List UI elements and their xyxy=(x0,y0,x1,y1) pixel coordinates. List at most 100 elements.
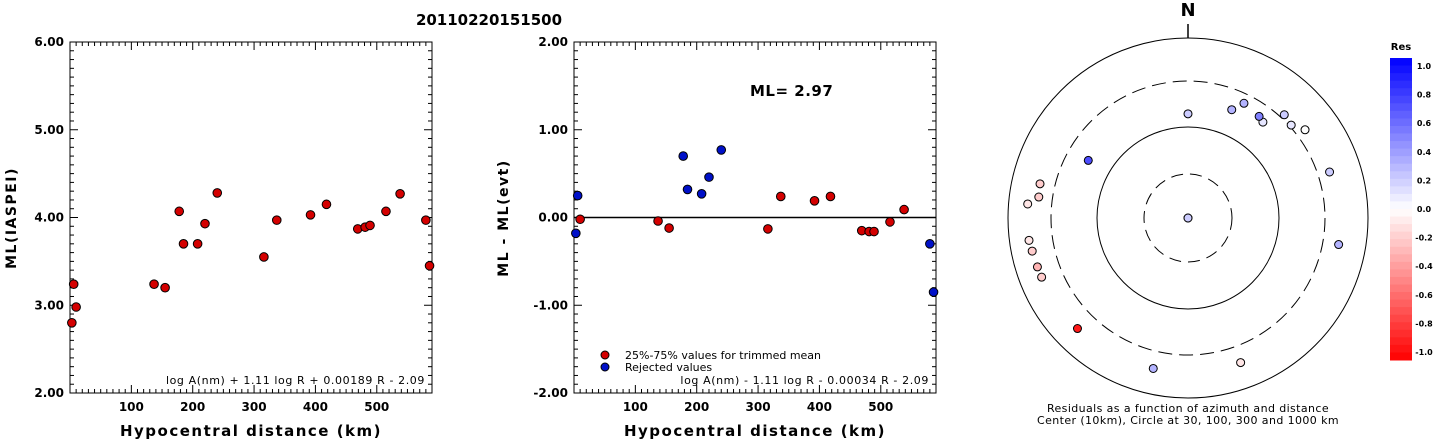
colorbar-segment xyxy=(1390,103,1412,112)
colorbar-label: -1.0 xyxy=(1415,348,1433,357)
figure-title: 20110220151500 xyxy=(416,11,562,29)
data-point xyxy=(259,252,269,262)
legend-marker-trimmed xyxy=(600,350,610,360)
colorbar-segment xyxy=(1390,65,1412,74)
colorbar-label: 0.8 xyxy=(1417,91,1432,100)
colorbar-label: 0.4 xyxy=(1417,148,1432,157)
colorbar-segment xyxy=(1390,307,1412,316)
formula-text: log A(nm) - 1.11 log R - 0.00034 R - 2.0… xyxy=(680,374,929,387)
x-tick-label: 100 xyxy=(623,400,648,414)
x-tick-label: 400 xyxy=(807,400,832,414)
residual-point xyxy=(1035,179,1045,189)
colorbar-label: 0.0 xyxy=(1417,205,1432,214)
data-points xyxy=(571,145,939,297)
x-tick-label: 500 xyxy=(364,400,389,414)
colorbar-segment xyxy=(1390,239,1412,248)
colorbar-segment xyxy=(1390,148,1412,157)
colorbar-title: Res xyxy=(1391,42,1411,53)
colorbar-segment xyxy=(1390,88,1412,97)
data-point xyxy=(421,215,431,225)
colorbar-label: 1.0 xyxy=(1417,62,1432,71)
rejected-point xyxy=(696,189,707,199)
colorbar-label: 0.2 xyxy=(1417,176,1431,185)
x-tick-label: 200 xyxy=(684,400,709,414)
colorbar-segment xyxy=(1390,110,1412,119)
residual-point xyxy=(1334,240,1344,250)
colorbar-segment xyxy=(1390,95,1412,104)
trimmed-point xyxy=(899,204,909,215)
colorbar-segment xyxy=(1390,156,1412,165)
colorbar-segment xyxy=(1390,329,1412,338)
x-tick-label: 300 xyxy=(242,400,267,414)
ml-annotation: ML= 2.97 xyxy=(750,82,833,100)
y-tick-label: 3.00 xyxy=(34,298,64,312)
rejected-point xyxy=(704,172,714,182)
data-point xyxy=(395,189,405,199)
circle-300km xyxy=(1050,80,1326,356)
colorbar-segment xyxy=(1390,224,1412,233)
data-point xyxy=(67,318,77,328)
residual-point xyxy=(1239,98,1249,108)
residual-point xyxy=(1236,358,1246,368)
colorbar-segment xyxy=(1390,337,1412,346)
trimmed-point xyxy=(825,191,836,202)
colorbar-segment xyxy=(1390,254,1412,263)
rejected-point xyxy=(572,190,583,201)
panel-ml-iaspei: 100 200 300 400 500 2.00 3.00 4.00 5.00 6.00 ML(I… xyxy=(4,35,435,440)
trimmed-point xyxy=(575,214,585,225)
residual-point xyxy=(1254,111,1264,121)
colorbar-segment xyxy=(1390,269,1412,278)
trimmed-point xyxy=(653,216,663,226)
residual-point xyxy=(1027,246,1037,256)
data-point xyxy=(149,279,159,289)
colorbar-segment xyxy=(1390,193,1412,202)
plot-frame xyxy=(69,41,433,394)
panel-ml-residual: 100 200 300 400 500 -2.00 -1.00 0.00 1.00 2.00 ML… xyxy=(496,35,939,440)
x-tick-label: 500 xyxy=(868,400,893,414)
rejected-point xyxy=(571,228,581,239)
formula-text: log A(nm) + 1.11 log R + 0.00189 R - 2.0… xyxy=(166,374,425,387)
colorbar-segment xyxy=(1390,133,1412,142)
residual-point xyxy=(1024,235,1034,245)
data-points xyxy=(1023,98,1344,373)
colorbar-segment xyxy=(1390,322,1412,331)
colorbar-segment xyxy=(1390,73,1412,82)
colorbar-segment xyxy=(1390,125,1412,134)
colorbar: 1.0 0.8 0.6 0.4 0.2 0.0 -0.2 -0.4 -0.6 -0.8 -1.0 xyxy=(1390,58,1433,361)
trimmed-point xyxy=(809,196,820,206)
colorbar-segment xyxy=(1390,299,1412,308)
colorbar-label: -0.8 xyxy=(1415,319,1433,328)
residual-point xyxy=(1034,192,1044,202)
north-label: N xyxy=(1180,0,1195,21)
colorbar-segment xyxy=(1390,118,1412,127)
legend-label-rejected: Rejected values xyxy=(625,361,712,374)
trimmed-point xyxy=(869,226,879,237)
colorbar-segment xyxy=(1390,292,1412,301)
residual-point xyxy=(1183,213,1193,223)
colorbar-segment xyxy=(1390,186,1412,195)
data-points xyxy=(67,188,435,328)
outer-circle xyxy=(1007,37,1369,399)
data-point xyxy=(200,218,210,229)
y-tick-label: 5.00 xyxy=(34,123,64,137)
y-tick-label: 4.00 xyxy=(34,211,64,225)
residual-point xyxy=(1148,363,1158,373)
data-point xyxy=(321,199,332,210)
colorbar-label: 0.6 xyxy=(1417,119,1432,128)
y-tick-label: 2.00 xyxy=(34,386,64,400)
y-tick-label: 1.00 xyxy=(538,123,568,137)
caption-line-1: Residuals as a function of azimuth and d… xyxy=(1047,402,1329,415)
x-axis-label: Hypocentral distance (km) xyxy=(120,422,382,440)
x-tick-label: 200 xyxy=(180,400,205,414)
colorbar-label: -0.4 xyxy=(1415,262,1433,271)
colorbar-segment xyxy=(1390,276,1412,285)
caption-line-2: Center (10km), Circle at 30, 100, 300 an… xyxy=(1037,414,1339,427)
colorbar-segment xyxy=(1390,284,1412,293)
data-point xyxy=(305,210,316,220)
x-tick-label: 100 xyxy=(119,400,144,414)
y-axis-label: ML - ML(evt) xyxy=(496,159,512,276)
colorbar-segment xyxy=(1390,261,1412,270)
data-point xyxy=(424,260,435,271)
data-point xyxy=(365,220,375,231)
residual-point xyxy=(1072,324,1082,334)
